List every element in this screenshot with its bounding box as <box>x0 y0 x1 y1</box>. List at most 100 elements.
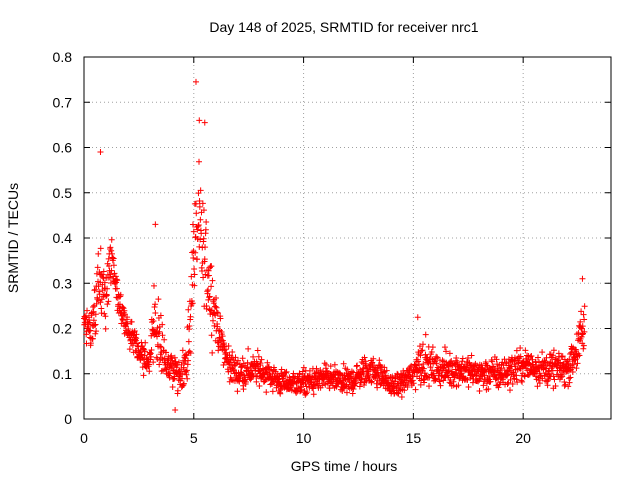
data-point <box>179 347 186 354</box>
data-point <box>398 393 405 400</box>
data-point <box>126 346 133 353</box>
data-point <box>96 288 103 295</box>
data-point <box>570 361 577 368</box>
data-point <box>419 341 426 348</box>
data-point <box>200 235 207 242</box>
data-point <box>154 333 161 340</box>
data-point <box>433 360 440 367</box>
data-point <box>410 380 417 387</box>
data-point <box>124 320 131 327</box>
data-point <box>223 349 230 356</box>
data-point <box>361 354 368 361</box>
data-point <box>117 291 124 298</box>
data-point <box>282 369 289 376</box>
data-point <box>84 307 91 314</box>
data-point <box>238 364 245 371</box>
data-point <box>513 347 520 354</box>
data-point <box>313 365 320 372</box>
x-tick-label: 5 <box>190 430 198 446</box>
data-point <box>202 226 209 233</box>
y-tick-label: 0.4 <box>53 230 73 246</box>
data-point <box>220 340 227 347</box>
data-point <box>383 367 390 374</box>
data-point <box>303 390 310 397</box>
data-point <box>99 274 106 281</box>
data-point <box>439 357 446 364</box>
data-point <box>280 378 287 385</box>
data-point <box>106 274 113 281</box>
data-point <box>277 386 284 393</box>
data-point <box>113 276 120 283</box>
grid <box>84 57 611 419</box>
data-point <box>103 292 110 299</box>
data-point <box>464 355 471 362</box>
data-point <box>507 376 514 383</box>
data-point <box>92 321 99 328</box>
data-point <box>299 368 306 375</box>
data-point <box>468 352 475 359</box>
data-point <box>579 323 586 330</box>
data-point <box>340 360 347 367</box>
data-point <box>561 382 568 389</box>
data-point <box>426 383 433 390</box>
data-point <box>264 359 271 366</box>
data-point <box>152 310 159 317</box>
data-point <box>567 374 574 381</box>
data-point <box>565 383 572 390</box>
data-point <box>382 372 389 379</box>
data-point <box>190 255 197 262</box>
data-point <box>108 236 115 243</box>
data-point <box>257 360 264 367</box>
data-point <box>225 342 232 349</box>
data-point <box>574 360 581 367</box>
data-point <box>550 352 557 359</box>
y-tick-label: 0.2 <box>53 321 73 337</box>
data-point <box>436 378 443 385</box>
data-point <box>283 368 290 375</box>
data-point <box>578 308 585 315</box>
y-tick-label: 0.6 <box>53 140 73 156</box>
data-point <box>155 296 162 303</box>
data-point <box>185 306 192 313</box>
data-point <box>269 388 276 395</box>
data-point <box>118 320 125 327</box>
data-point <box>212 303 219 310</box>
data-point <box>196 243 203 250</box>
data-point <box>421 370 428 377</box>
data-point <box>485 386 492 393</box>
data-point <box>416 343 423 350</box>
data-point <box>214 339 221 346</box>
data-point <box>353 363 360 370</box>
data-point <box>300 364 307 371</box>
data-point <box>108 267 115 274</box>
data-point <box>161 355 168 362</box>
data-point <box>194 226 201 233</box>
data-point <box>581 303 588 310</box>
data-point <box>242 378 249 385</box>
data-point <box>93 300 100 307</box>
data-point <box>90 304 97 311</box>
data-point <box>433 353 440 360</box>
data-point <box>489 358 496 365</box>
data-point <box>518 377 525 384</box>
data-point <box>85 320 92 327</box>
data-point <box>348 368 355 375</box>
data-point <box>339 380 346 387</box>
data-point <box>158 368 165 375</box>
data-point <box>414 314 421 321</box>
data-point <box>81 313 88 320</box>
data-point <box>205 287 212 294</box>
data-point <box>465 384 472 391</box>
data-point <box>573 365 580 372</box>
data-point <box>192 249 199 256</box>
data-point <box>110 262 117 269</box>
data-point <box>131 327 138 334</box>
data-point <box>180 380 187 387</box>
data-point <box>255 353 262 360</box>
data-point <box>132 334 139 341</box>
x-tick-label: 15 <box>406 430 422 446</box>
data-point <box>119 303 126 310</box>
data-point <box>447 359 454 366</box>
data-point <box>487 378 494 385</box>
data-point <box>437 382 444 389</box>
